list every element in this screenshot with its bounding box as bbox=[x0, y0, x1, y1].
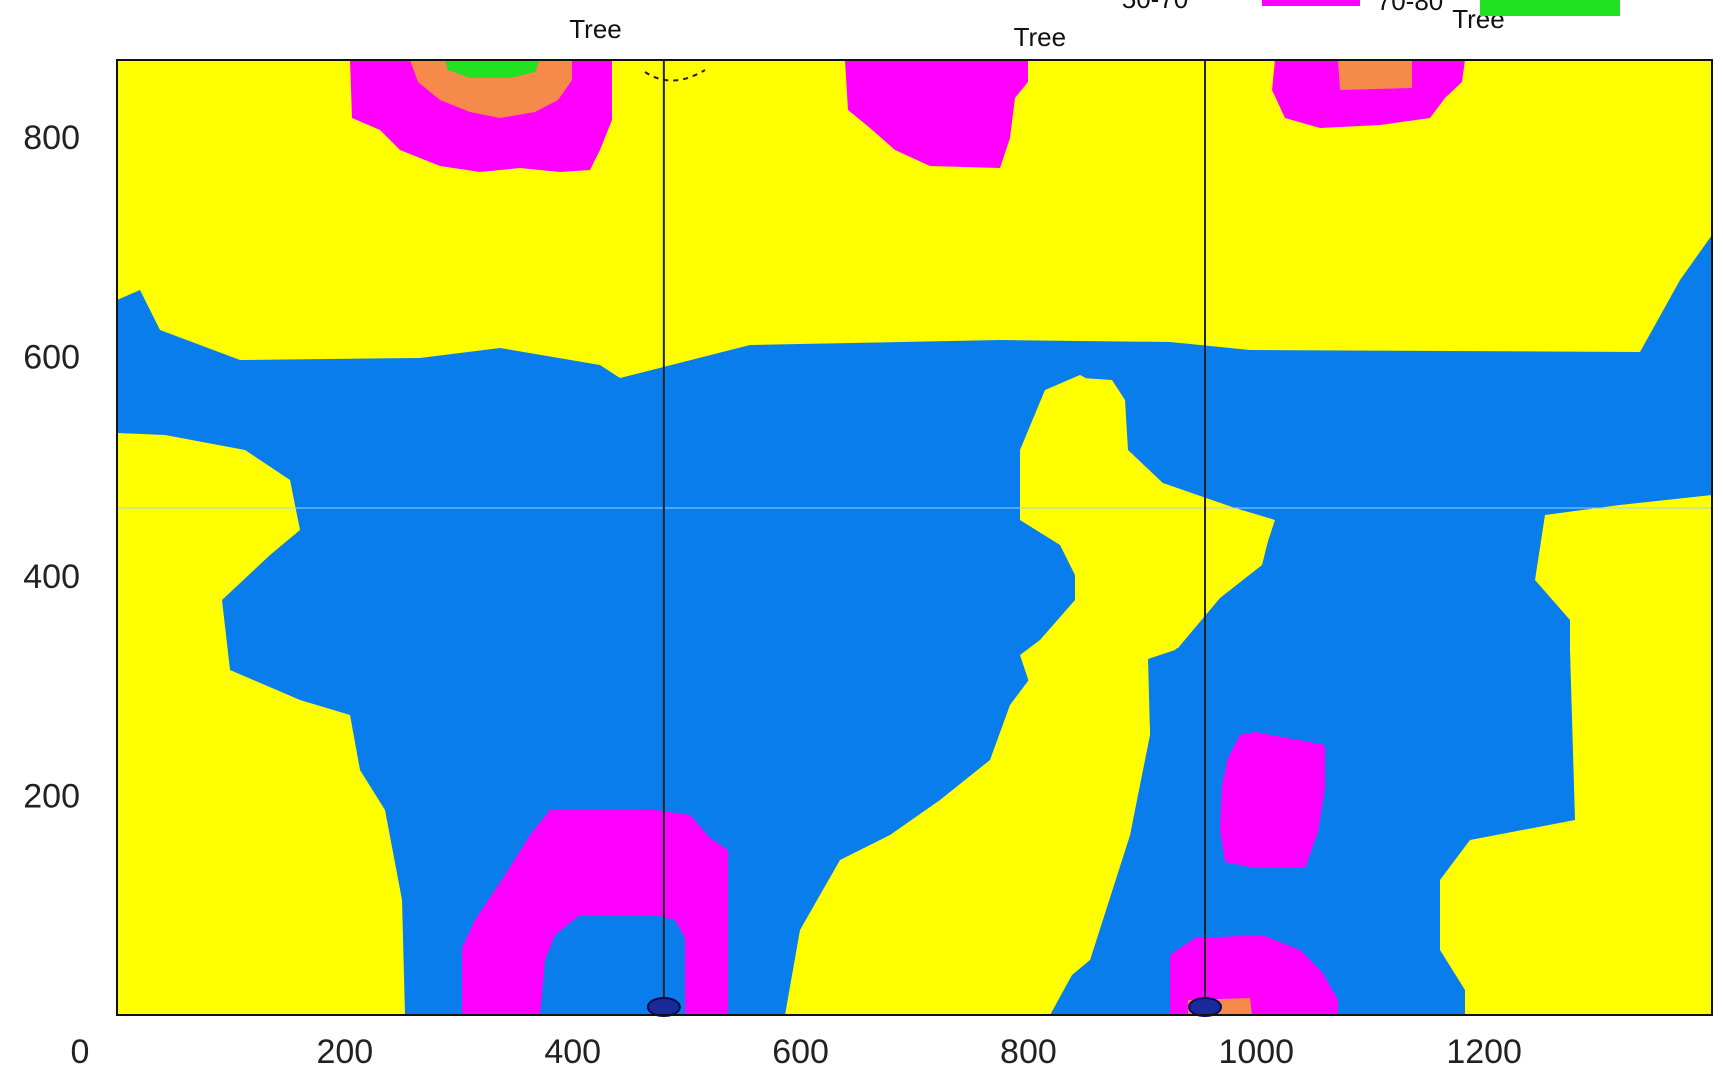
region-magenta-top-middle bbox=[845, 60, 1028, 168]
y-tick-label: 600 bbox=[23, 338, 80, 376]
legend-swatch-magenta bbox=[1262, 0, 1360, 6]
region-magenta-top-right bbox=[1272, 60, 1465, 128]
tree-label: Tree bbox=[1014, 22, 1067, 52]
legend-swatch-green bbox=[1480, 0, 1620, 16]
y-tick-label: 400 bbox=[23, 558, 80, 596]
x-tick-label: 1000 bbox=[1218, 1033, 1294, 1071]
legend: 50-70 70-80 bbox=[1122, 0, 1620, 16]
tree-label: Tree bbox=[569, 14, 622, 44]
y-tick-label: 200 bbox=[23, 777, 80, 815]
x-tick-label: 600 bbox=[772, 1033, 829, 1071]
point-marker bbox=[1188, 997, 1223, 1017]
small-arc-mark bbox=[644, 69, 706, 82]
x-axis-ticks: 0 200 400 600 800 1000 1200 bbox=[71, 1033, 1522, 1071]
contour-regions bbox=[117, 60, 1712, 1015]
legend-label-green: 70-80 bbox=[1377, 0, 1444, 16]
x-tick-label: 200 bbox=[316, 1033, 373, 1071]
region-green-top-left bbox=[445, 60, 540, 78]
region-magenta-bottom-center bbox=[462, 810, 728, 1015]
x-tick-label: 400 bbox=[544, 1033, 601, 1071]
region-orange-top-right bbox=[1338, 60, 1412, 90]
region-magenta-bottom-right bbox=[1170, 935, 1338, 1015]
plot-frame bbox=[116, 59, 1713, 1016]
region-orange-top-left bbox=[410, 60, 572, 118]
y-tick-label: 800 bbox=[23, 119, 80, 157]
x-tick-label: 1200 bbox=[1446, 1033, 1522, 1071]
legend-label-magenta: 50-70 bbox=[1122, 0, 1189, 14]
region-yellow-middle bbox=[1010, 378, 1272, 1015]
point-marker bbox=[646, 997, 681, 1017]
y-axis-ticks: 200 400 600 800 bbox=[23, 119, 80, 816]
vertical-lines bbox=[662, 60, 1207, 1015]
x-tick-label: 800 bbox=[1000, 1033, 1057, 1071]
x-tick-label: 0 bbox=[71, 1033, 90, 1071]
region-magenta-right-middle bbox=[1220, 732, 1325, 868]
